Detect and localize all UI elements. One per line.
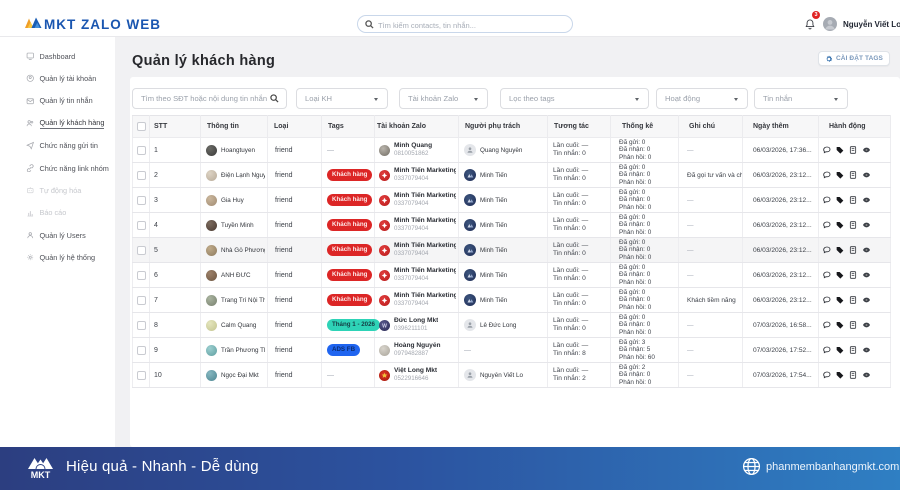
svg-text:MKT: MKT [31, 470, 51, 479]
svg-text:W: W [382, 323, 387, 329]
